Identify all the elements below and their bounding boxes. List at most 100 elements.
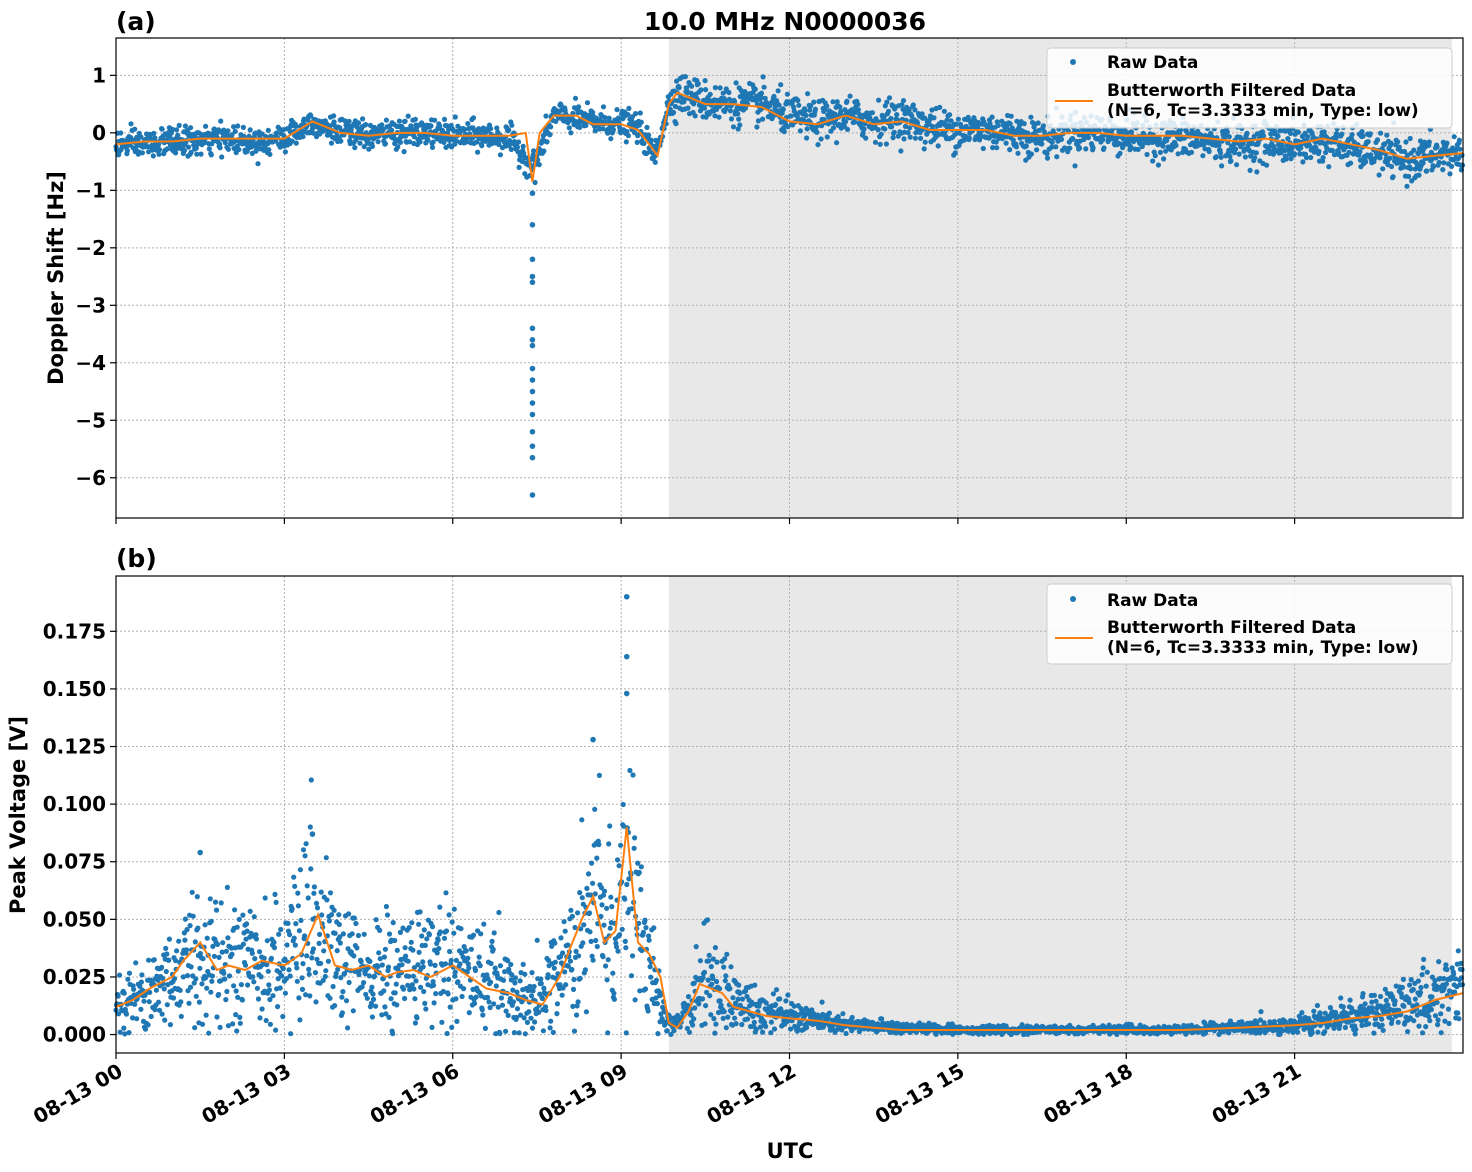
raw-data-point [622,938,628,945]
raw-data-point [1227,153,1233,159]
y-tick-label: −1 [75,178,106,202]
raw-data-point [426,932,432,938]
raw-data-point [206,1030,212,1036]
raw-data-point [860,130,866,136]
raw-data-point [353,920,359,927]
raw-data-point [275,1004,281,1010]
raw-data-point [725,1014,731,1020]
raw-data-point [1271,143,1277,150]
raw-data-point [1348,160,1354,166]
raw-data-point [944,117,950,123]
raw-data-point [605,957,611,963]
raw-data-point [1313,145,1319,151]
raw-data-point [577,975,583,981]
raw-data-point [443,890,449,896]
raw-data-point [531,148,537,154]
raw-data-point [1155,162,1161,168]
raw-data-point [331,113,337,119]
raw-data-point [1253,150,1259,156]
raw-data-point [716,114,722,120]
raw-data-point [433,991,439,997]
raw-data-point [174,948,180,954]
raw-data-point [737,990,743,996]
raw-data-point [803,112,809,118]
raw-data-point [1044,151,1050,157]
raw-data-point [1430,164,1437,170]
raw-data-point [648,137,654,143]
raw-data-point [411,986,417,992]
raw-data-point [219,154,225,160]
raw-data-point [647,964,653,970]
raw-data-outlier [529,279,536,286]
raw-data-point [1380,166,1386,172]
raw-data-point [1324,145,1330,151]
raw-data-point [608,894,614,900]
raw-data-point [1254,169,1260,175]
raw-data-point [384,912,391,918]
raw-data-point [238,982,244,988]
raw-data-point [1034,147,1040,153]
raw-data-point [559,992,565,998]
raw-data-point [733,80,739,86]
raw-data-point [884,99,890,105]
raw-data-point [214,941,221,948]
raw-data-point [420,964,426,970]
raw-data-point [289,138,295,144]
raw-data-point [752,86,758,92]
raw-data-point [760,116,766,122]
raw-data-point [1311,149,1317,155]
raw-data-point [489,938,495,945]
raw-data-point [691,1016,697,1022]
raw-data-point [692,113,698,119]
raw-data-point [170,995,177,1001]
raw-data-point [1015,150,1021,156]
raw-data-point [146,957,152,963]
raw-data-point [699,996,706,1002]
raw-data-point [993,139,999,145]
raw-data-point [429,924,436,930]
raw-data-point [566,125,572,131]
raw-data-point [422,942,428,949]
raw-data-point [717,85,723,91]
raw-data-point [319,912,325,918]
raw-data-point [516,164,522,170]
raw-data-point [885,108,892,114]
raw-data-point [383,903,389,910]
raw-data-point [230,1021,236,1027]
raw-data-point [1260,133,1267,139]
raw-data-point [515,139,522,145]
raw-data-point [240,912,246,918]
raw-data-point [217,1024,223,1030]
raw-data-point [1013,144,1020,150]
raw-data-point [299,986,306,993]
raw-data-point [1070,136,1076,142]
raw-data-point [322,973,328,980]
raw-data-point [477,963,483,969]
raw-data-point [451,906,457,912]
raw-data-point [162,1017,168,1023]
raw-data-point [907,134,913,140]
raw-data-point [898,148,904,154]
raw-data-point [1077,145,1083,151]
raw-data-point [837,104,843,110]
raw-data-point [511,1030,517,1036]
raw-data-point [594,855,600,861]
raw-data-point [1349,132,1355,138]
raw-data-point [164,1002,170,1008]
raw-data-point [603,963,609,969]
raw-data-point [1440,167,1446,173]
raw-data-point [528,1015,534,1021]
raw-data-point [267,151,273,157]
raw-data-point [610,970,616,976]
raw-data-point [776,102,782,108]
raw-data-point [708,964,714,970]
raw-data-point [834,99,840,105]
raw-data-point [324,897,330,903]
raw-data-point [693,944,699,950]
raw-data-point [516,1030,522,1036]
raw-data-point [600,104,607,110]
raw-data-point [385,964,392,970]
raw-data-point [302,933,308,939]
raw-data-point [901,136,907,142]
